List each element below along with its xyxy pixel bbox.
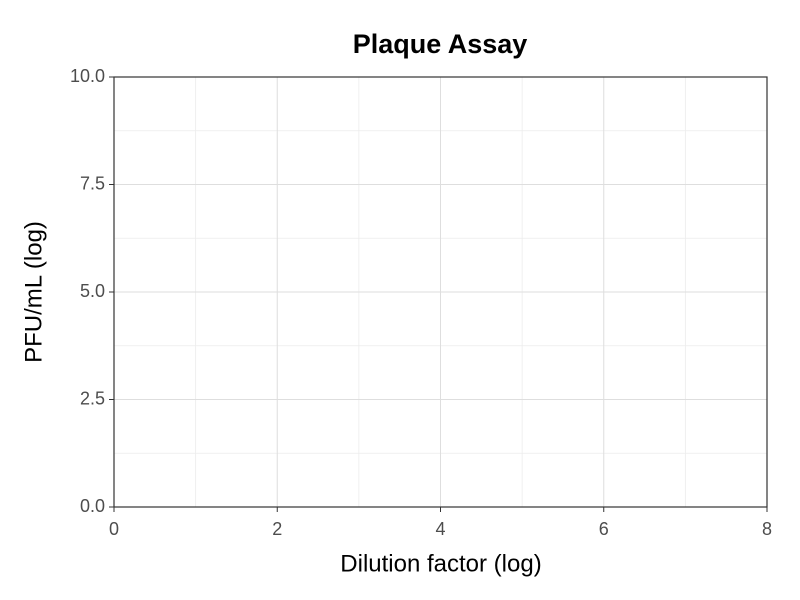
y-tick-label: 5.0 xyxy=(80,281,105,301)
y-axis-title: PFU/mL (log) xyxy=(20,221,47,363)
x-tick-label: 6 xyxy=(599,519,609,539)
y-tick-label: 2.5 xyxy=(80,388,105,408)
panel-border xyxy=(113,76,768,508)
y-tick-label: 10.0 xyxy=(70,66,105,86)
y-tick-label: 7.5 xyxy=(80,173,105,193)
x-tick-label: 8 xyxy=(762,519,772,539)
x-tick-label: 2 xyxy=(272,519,282,539)
x-axis-title: Dilution factor (log) xyxy=(340,550,541,577)
y-tick-label: 0.0 xyxy=(80,496,105,516)
x-tick-label: 0 xyxy=(109,519,119,539)
chart-title: Plaque Assay xyxy=(353,29,528,59)
x-tick-label: 4 xyxy=(435,519,445,539)
